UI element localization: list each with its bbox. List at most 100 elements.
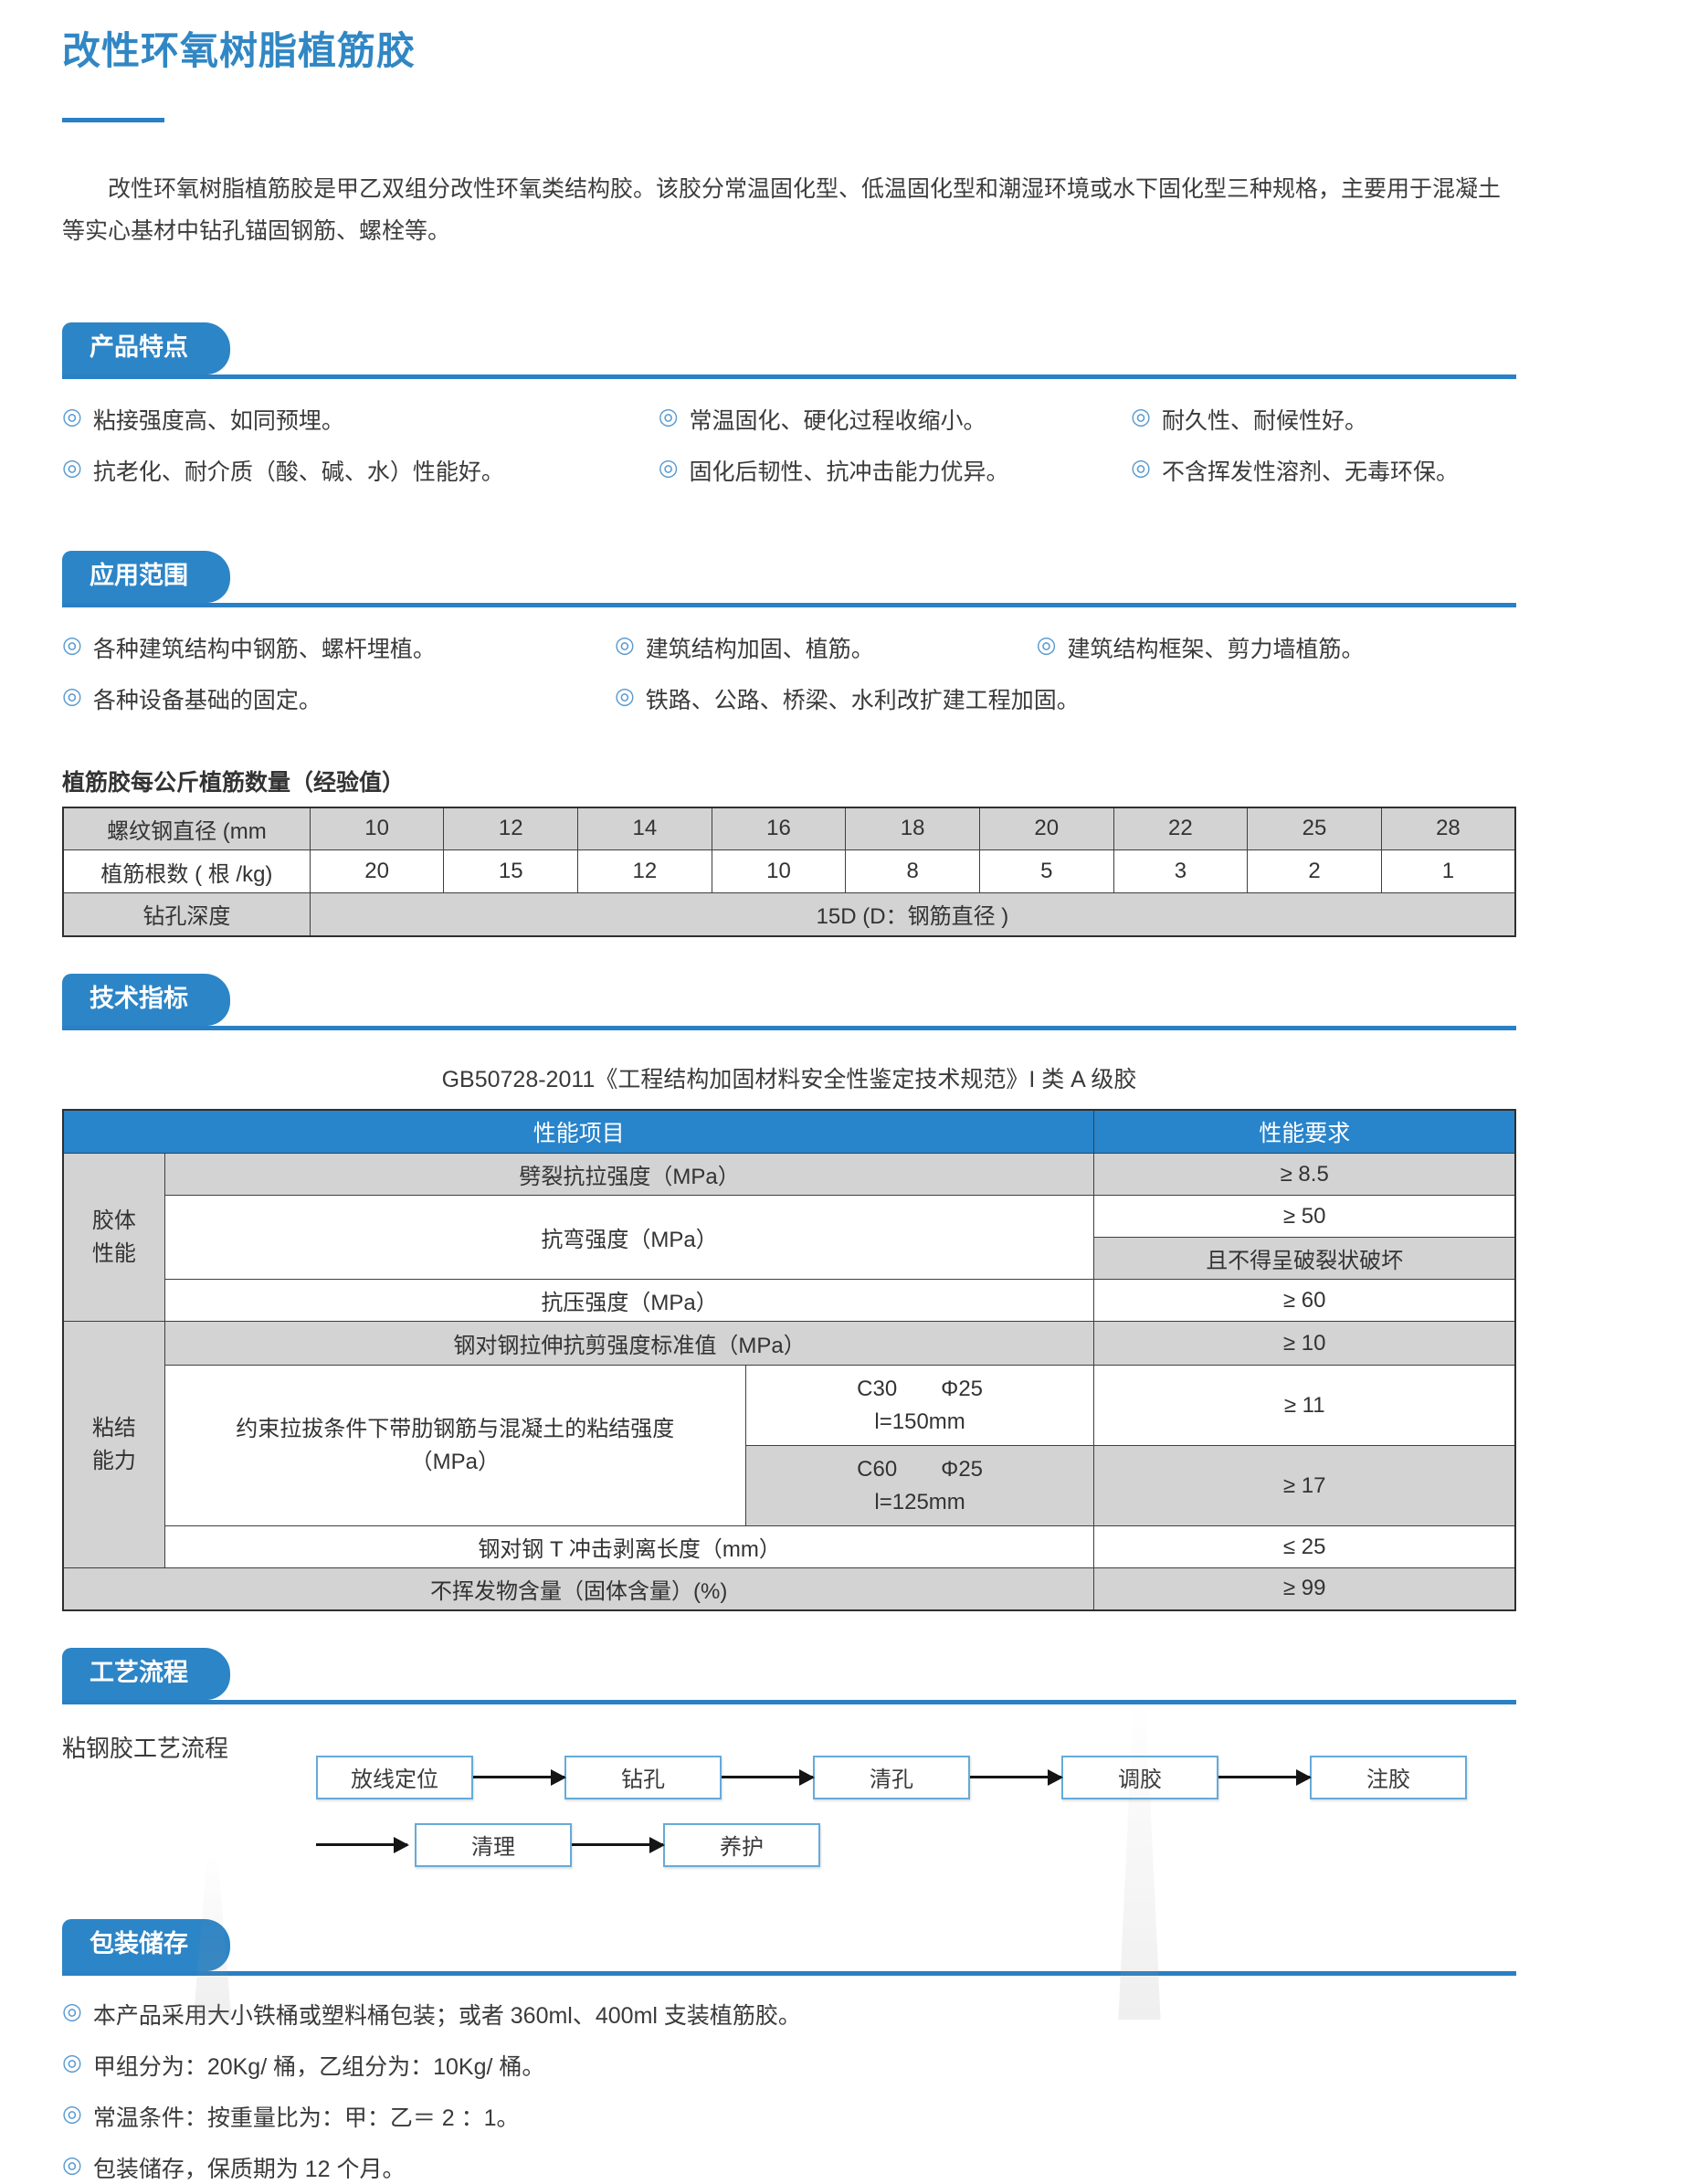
table-cell: 10: [309, 807, 445, 850]
requirement-cell: ≥ 50: [1093, 1195, 1516, 1238]
application-item: ◎ 铁路、公路、桥梁、水利改扩建工程加固。: [614, 682, 1080, 715]
application-text: 各种设备基础的固定。: [92, 687, 322, 713]
flow-step-box: 清理: [415, 1822, 572, 1867]
requirement-cell: ≥ 10: [1093, 1321, 1516, 1366]
group-label-line: 性能: [91, 1240, 136, 1266]
double-circle-bullet-icon: ◎: [62, 2049, 82, 2075]
flow-step-box: 注胶: [1310, 1755, 1467, 1799]
table-row: C60 Φ25 l=125mm ≥ 17: [63, 1445, 1516, 1526]
process-flow-label: 粘钢胶工艺流程: [62, 1734, 229, 1762]
double-circle-bullet-icon: ◎: [62, 631, 82, 658]
feature-text: 耐久性、耐候性好。: [1161, 407, 1367, 434]
feature-item: ◎ 固化后韧性、抗冲击能力优异。: [659, 454, 1131, 487]
table-cell: 12: [443, 807, 579, 850]
arrow-right-icon: [970, 1776, 1061, 1778]
group-cell: 粘结 能力: [62, 1321, 165, 1568]
process-flowchart: 粘钢胶工艺流程 放线定位 钻孔 清孔 调胶 注胶 清理 养护: [62, 1730, 1516, 1890]
packaging-text: 常温条件：按重量比为：甲：乙＝ 2 ：1。: [92, 2105, 520, 2131]
property-cell: 钢对钢拉伸抗剪强度标准值（MPa）: [163, 1321, 1095, 1366]
feature-text: 常温固化、硬化过程收缩小。: [689, 407, 986, 434]
flow-step-box: 放线定位: [316, 1755, 473, 1799]
section-header-applications: 应用范围: [62, 550, 1516, 607]
double-circle-bullet-icon: ◎: [62, 2100, 82, 2126]
condition-line: l=125mm: [874, 1489, 965, 1514]
intro-paragraph: 改性环氧树脂植筋胶是甲乙双组分改性环氧类结构胶。该胶分常温固化型、低温固化型和潮…: [62, 176, 1502, 245]
double-circle-bullet-icon: ◎: [614, 682, 635, 709]
property-cell: 抗压强度（MPa）: [163, 1279, 1095, 1322]
group-cell: 胶体 性能: [62, 1153, 165, 1322]
row-header-cell: 植筋根数 ( 根 /kg): [62, 849, 311, 893]
table-row: 粘结 能力 钢对钢拉伸抗剪强度标准值（MPa） ≥ 10: [62, 1321, 1516, 1568]
table-cell: 1: [1380, 849, 1516, 893]
tech-badge: 技术指标: [62, 973, 230, 1026]
requirement-cell: ≥ 8.5: [1093, 1153, 1516, 1196]
group-label-line: 粘结: [91, 1415, 136, 1440]
arrow-right-icon: [473, 1776, 564, 1778]
rebar-table-caption: 植筋胶每公斤植筋数量（经验值）: [62, 769, 406, 796]
feature-item: ◎ 耐久性、耐候性好。: [1131, 403, 1516, 436]
table-cell: 5: [978, 849, 1114, 893]
property-cell: 约束拉拔条件下带肋钢筋与混凝土的粘结强度 （MPa）: [163, 1365, 746, 1526]
table-cell: 28: [1380, 807, 1516, 850]
arrow-right-icon: [1218, 1776, 1310, 1778]
title-accent-bar: [62, 118, 164, 122]
features-list: ◎ 粘接强度高、如同预埋。 ◎ 常温固化、硬化过程收缩小。 ◎ 耐久性、耐候性好。 ◎…: [62, 403, 1516, 487]
application-item: ◎ 建筑结构框架、剪力墙植筋。: [1037, 631, 1516, 664]
table-cell: 22: [1113, 807, 1249, 850]
flow-row-2: 清理 养护: [316, 1822, 1516, 1867]
table-row: 螺纹钢直径 (mm 10 12 14 16 18 20 22 25 28: [62, 807, 1516, 850]
table-header-row: 性能项目 性能要求: [62, 1109, 1516, 1154]
table-cell: 10: [711, 849, 847, 893]
table-cell: 14: [577, 807, 712, 850]
feature-text: 固化后韧性、抗冲击能力优异。: [689, 459, 1009, 485]
double-circle-bullet-icon: ◎: [62, 682, 82, 709]
application-text: 铁路、公路、桥梁、水利改扩建工程加固。: [645, 687, 1080, 713]
condition-line: C30 Φ25: [857, 1376, 984, 1401]
packaging-item: ◎ 甲组分为：20Kg/ 桶，乙组分为：10Kg/ 桶。: [62, 2049, 1516, 2082]
arrow-right-icon: [722, 1776, 813, 1778]
process-badge: 工艺流程: [62, 1647, 230, 1700]
application-text: 各种建筑结构中钢筋、螺杆埋植。: [92, 636, 436, 662]
table-cell-span: 15D (D：钢筋直径 ): [309, 892, 1516, 936]
application-text: 建筑结构框架、剪力墙植筋。: [1067, 636, 1365, 662]
condition-line: C60 Φ25: [857, 1456, 984, 1482]
packaging-list: ◎ 本产品采用大小铁桶或塑料桶包装；或者 360ml、400ml 支装植筋胶。 ◎…: [62, 1998, 1516, 2184]
double-circle-bullet-icon: ◎: [1131, 454, 1151, 480]
packaging-badge: 包装储存: [62, 1918, 230, 1971]
feature-item: ◎ 粘接强度高、如同预埋。: [62, 403, 659, 436]
packaging-item: ◎ 常温条件：按重量比为：甲：乙＝ 2 ：1。: [62, 2100, 1516, 2133]
requirement-cell: 且不得呈破裂状破坏: [1093, 1237, 1516, 1280]
table-row: 钻孔深度 15D (D：钢筋直径 ): [62, 892, 1516, 936]
table-cell: 18: [845, 807, 980, 850]
double-circle-bullet-icon: ◎: [62, 2151, 82, 2178]
features-badge: 产品特点: [62, 322, 230, 375]
group-label-line: 胶体: [91, 1208, 136, 1233]
double-circle-bullet-icon: ◎: [658, 403, 679, 429]
condition-cell: C60 Φ25 l=125mm: [744, 1445, 1095, 1526]
arrow-right-icon: [316, 1843, 407, 1846]
requirement-cell: ≥ 17: [1093, 1445, 1516, 1526]
column-header: 性能项目: [62, 1109, 1095, 1154]
packaging-text: 包装储存，保质期为 12 个月。: [92, 2156, 406, 2182]
section-header-process: 工艺流程: [62, 1647, 1516, 1704]
table-cell: 15: [443, 849, 579, 893]
table-cell: 8: [845, 849, 980, 893]
table-cell: 12: [577, 849, 712, 893]
tech-spec-table: 性能项目 性能要求 胶体 性能 劈裂抗拉强度（MPa） ≥ 8.5 抗弯强度（M…: [62, 1108, 1516, 1611]
property-cell: 劈裂抗拉强度（MPa）: [163, 1153, 1095, 1196]
row-header-cell: 钻孔深度: [62, 892, 311, 936]
table-cell: 16: [711, 807, 847, 850]
flow-step-box: 调胶: [1061, 1755, 1218, 1799]
application-item: ◎ 各种建筑结构中钢筋、螺杆埋植。: [62, 631, 615, 664]
feature-item: ◎ 不含挥发性溶剂、无毒环保。: [1131, 454, 1516, 487]
property-label-line: （MPa）: [410, 1449, 500, 1474]
double-circle-bullet-icon: ◎: [62, 403, 82, 429]
double-circle-bullet-icon: ◎: [62, 1998, 82, 2024]
group-label-line: 能力: [91, 1448, 136, 1473]
packaging-item: ◎ 包装储存，保质期为 12 个月。: [62, 2151, 1516, 2184]
section-header-tech: 技术指标: [62, 973, 1516, 1030]
requirement-cell: ≥ 99: [1093, 1567, 1516, 1610]
property-cell: 钢对钢 T 冲击剥离长度（mm）: [163, 1525, 1095, 1568]
double-circle-bullet-icon: ◎: [658, 454, 679, 480]
feature-item: ◎ 抗老化、耐介质（酸、碱、水）性能好。: [62, 454, 659, 487]
